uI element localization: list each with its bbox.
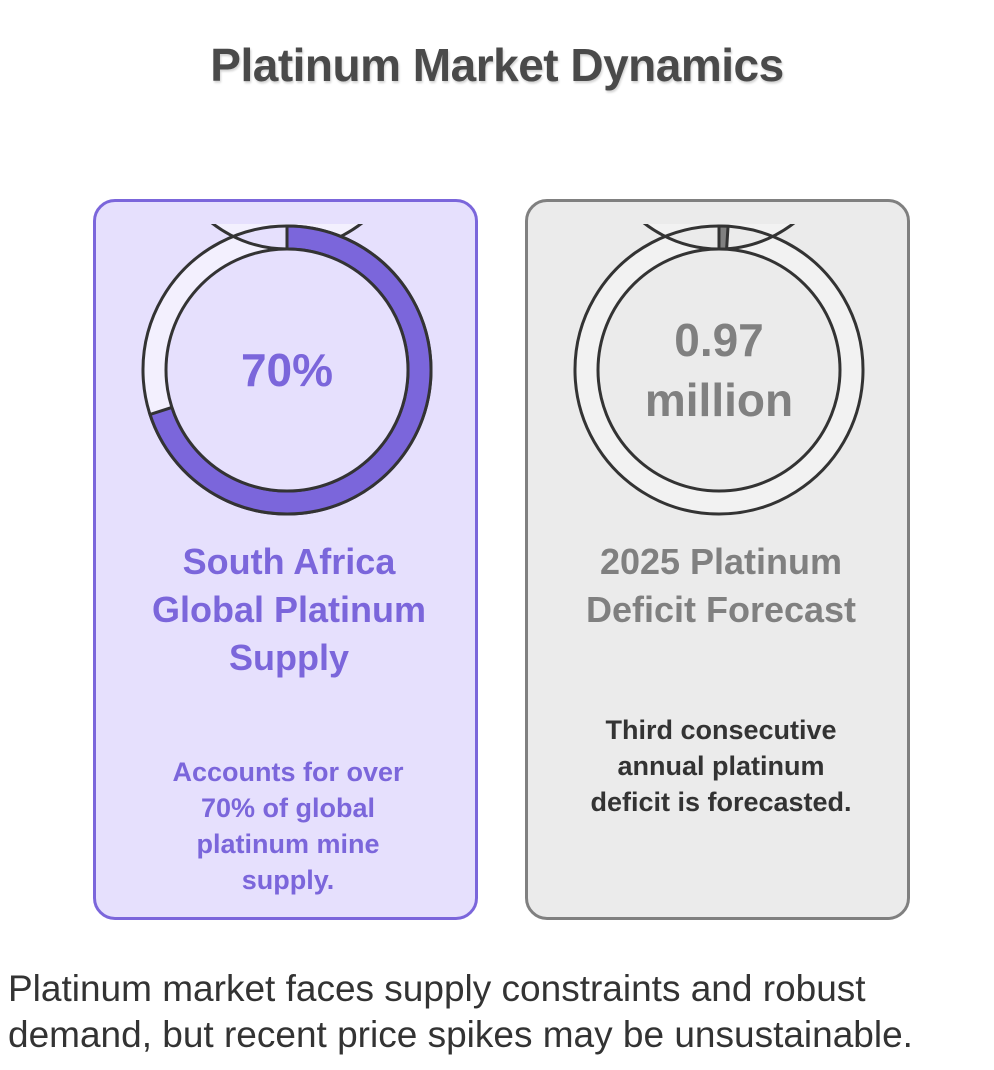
card-heading: South Africa Global Platinum Supply [151, 541, 427, 678]
ring-inner-circle [164, 247, 410, 493]
card-heading: 2025 Platinum Deficit Forecast [585, 541, 857, 630]
card-description: Third consecutive annual platinum defici… [590, 715, 852, 817]
ring-inner-circle [596, 247, 842, 493]
page-title: Platinum Market Dynamics [210, 39, 784, 91]
deficit-value: 0.97 million [644, 314, 794, 426]
supply-share-value: 70% [240, 344, 334, 396]
deficit-ring [573, 224, 865, 516]
south-africa-supply-card: 70% South Africa Global Platinum Supply … [93, 199, 478, 920]
deficit-forecast-card: 0.97 million 2025 Platinum Deficit Forec… [525, 199, 910, 920]
card-description: Accounts for over 70% of global platinum… [172, 757, 404, 895]
supply-share-ring [141, 224, 433, 516]
summary-text: Platinum market faces supply constraints… [8, 968, 913, 1055]
